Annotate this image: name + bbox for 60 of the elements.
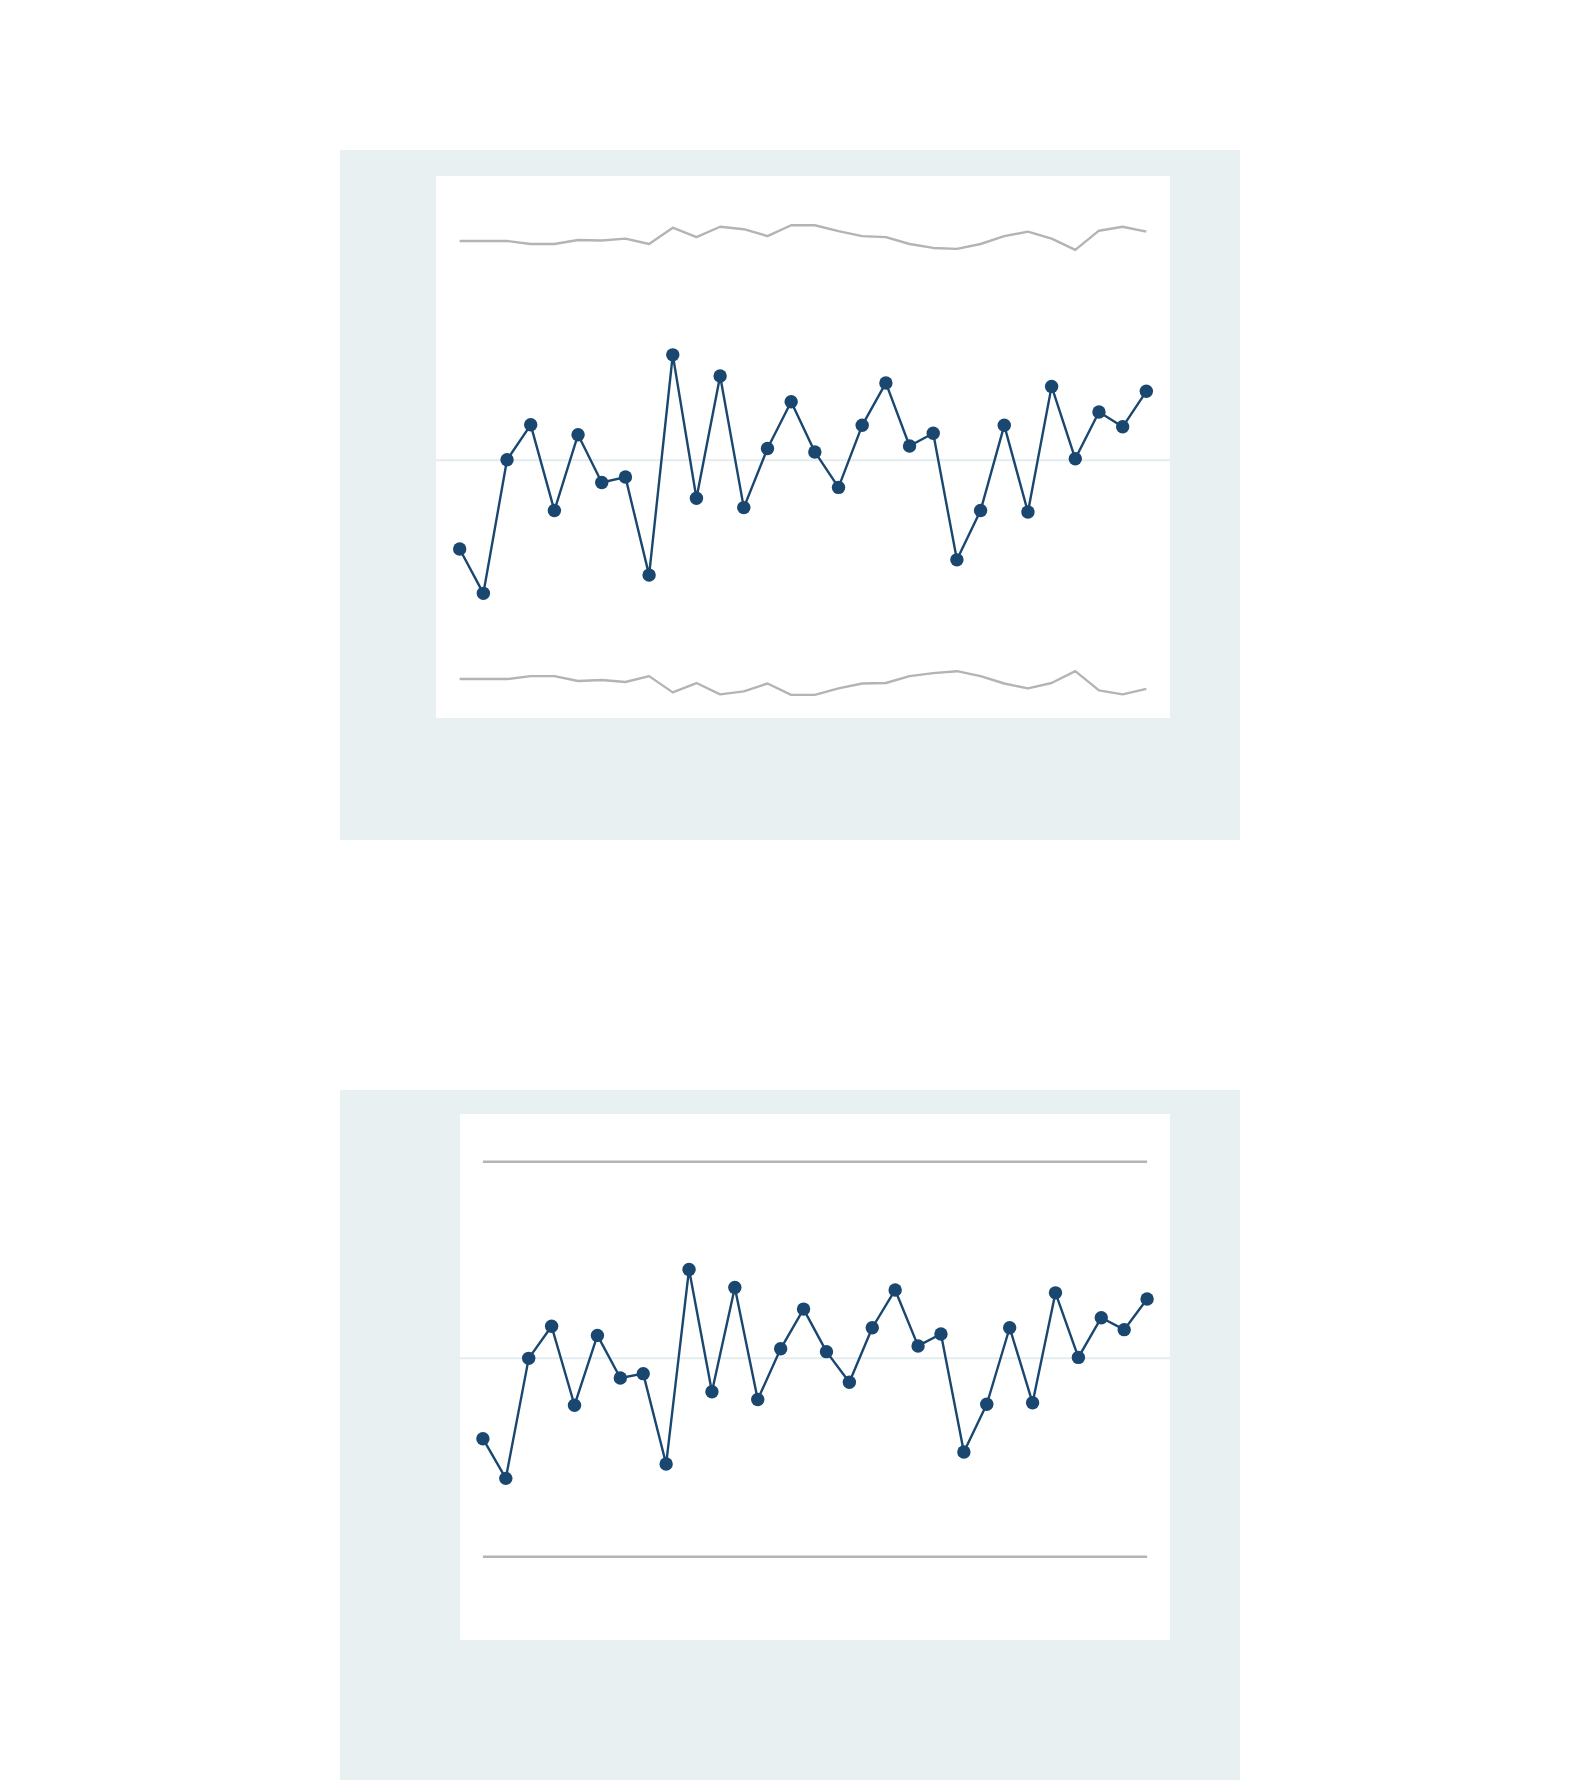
point — [865, 1321, 879, 1335]
point — [571, 427, 585, 442]
point — [855, 418, 869, 433]
point — [819, 1344, 834, 1359]
point — [934, 1327, 948, 1341]
point — [796, 1302, 811, 1316]
point — [613, 1371, 628, 1385]
point — [1115, 420, 1130, 434]
point — [1021, 505, 1035, 519]
point — [567, 1398, 582, 1412]
point — [1071, 1350, 1086, 1365]
point — [713, 369, 727, 383]
point — [1002, 1321, 1017, 1335]
point — [879, 376, 893, 390]
point — [476, 1431, 490, 1446]
point — [808, 445, 822, 459]
point — [888, 1283, 902, 1297]
point — [689, 491, 704, 505]
point — [1117, 1322, 1131, 1337]
point — [1048, 1286, 1063, 1300]
point — [1140, 1292, 1154, 1306]
point — [751, 1392, 765, 1407]
point — [1094, 1311, 1108, 1325]
point — [784, 394, 798, 409]
point — [452, 542, 467, 556]
point — [911, 1339, 925, 1353]
point — [636, 1366, 650, 1381]
point — [544, 1319, 559, 1334]
point — [682, 1262, 696, 1277]
point — [705, 1385, 719, 1399]
point — [773, 1342, 788, 1356]
point — [642, 568, 656, 582]
point — [659, 1457, 673, 1471]
point — [618, 470, 633, 484]
point — [997, 418, 1011, 433]
point — [1139, 384, 1154, 399]
point — [595, 475, 609, 490]
point — [980, 1397, 994, 1411]
point — [950, 553, 964, 567]
point — [522, 1351, 536, 1366]
point — [590, 1328, 605, 1343]
point — [499, 1471, 513, 1486]
point — [902, 439, 917, 453]
point — [957, 1445, 971, 1459]
point — [1068, 452, 1082, 466]
point — [666, 348, 680, 362]
point — [524, 418, 538, 432]
point — [973, 503, 988, 518]
point — [728, 1280, 742, 1295]
point — [760, 441, 775, 456]
point — [500, 453, 514, 467]
point — [1092, 405, 1106, 419]
point — [737, 500, 751, 515]
point — [1044, 379, 1059, 394]
point — [926, 426, 940, 440]
point — [476, 586, 491, 601]
point — [1025, 1396, 1040, 1410]
point — [831, 480, 846, 495]
point — [547, 503, 562, 518]
point — [842, 1375, 857, 1389]
